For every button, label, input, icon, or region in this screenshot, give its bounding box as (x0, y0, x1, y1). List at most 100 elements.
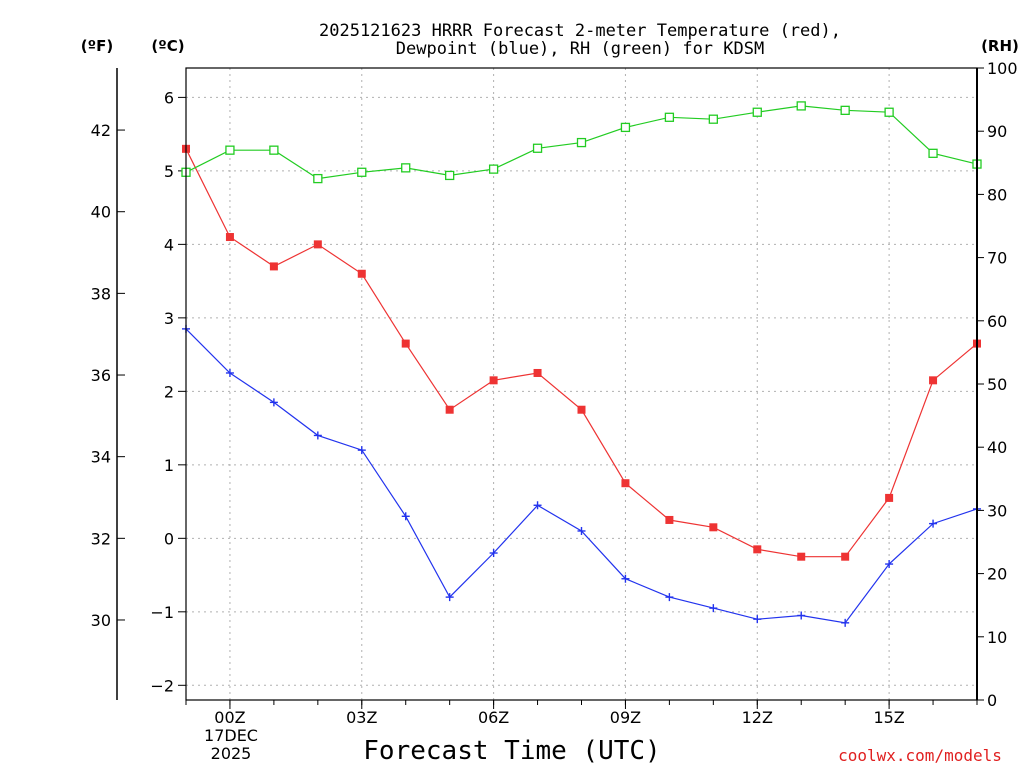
dewpoint-point (445, 593, 454, 602)
dewpoint-point (533, 501, 542, 510)
rh-point (532, 143, 543, 153)
dewpoint-point (665, 593, 674, 602)
rh-tick-label: 0 (987, 691, 997, 710)
temperature-series-line (185, 148, 978, 558)
rh-point (928, 148, 938, 158)
rh-point (576, 137, 587, 148)
fahrenheit-tick-label: 36 (91, 366, 111, 385)
temperature-point (885, 493, 894, 502)
rh-point (401, 163, 411, 173)
rh-tick-label: 30 (987, 501, 1007, 520)
celsius-tick-label: 6 (164, 88, 174, 107)
celsius-tick-label: 0 (164, 529, 174, 548)
dewpoint-point (753, 615, 762, 624)
fahrenheit-tick-label: 40 (91, 203, 111, 222)
temperature-point (709, 523, 718, 532)
rh-point (664, 112, 675, 122)
temperature-point (753, 545, 762, 554)
temperature-point (489, 376, 498, 385)
dewpoint-point (577, 526, 586, 535)
temperature-point (445, 405, 454, 414)
dewpoint-point (401, 512, 410, 521)
temperature-point (841, 552, 850, 561)
dewpoint-point (929, 519, 938, 528)
rh-unit-label: (RH) (981, 37, 1019, 55)
celsius-unit-label: (ºC) (151, 37, 184, 55)
celsius-tick-label: 5 (164, 162, 174, 181)
data-series (181, 101, 982, 627)
rh-point (269, 145, 279, 155)
celsius-axis: 6 5 4 3 2 1 0 −1 −2 (150, 88, 186, 695)
temperature-point (929, 376, 938, 385)
fahrenheit-tick-label: 30 (91, 611, 111, 630)
fahrenheit-tick-label: 34 (91, 448, 111, 467)
celsius-tick-label: −2 (150, 676, 174, 695)
time-tick-label: 15Z (873, 708, 904, 727)
dewpoint-point (885, 560, 894, 569)
dewpoint-point (797, 611, 806, 620)
temperature-point (401, 339, 410, 348)
dewpoint-point (313, 431, 322, 440)
rh-point (225, 145, 235, 155)
rh-tick-label: 20 (987, 565, 1007, 584)
temperature-point (225, 233, 234, 242)
rh-tick-label: 50 (987, 375, 1007, 394)
chart-title-line1: 2025121623 HRRR Forecast 2-meter Tempera… (319, 21, 841, 41)
time-tick-label: 06Z (478, 708, 509, 727)
rh-point (357, 167, 367, 177)
fahrenheit-tick-label: 32 (91, 529, 111, 548)
credit-text: coolwx.com/models (838, 746, 1002, 765)
rh-tick-label: 100 (987, 59, 1018, 78)
rh-point (488, 164, 499, 174)
fahrenheit-tick-label: 42 (91, 121, 111, 140)
dewpoint-point (489, 549, 498, 558)
time-tick-label: 00Z (214, 708, 245, 727)
rh-tick-label: 60 (987, 312, 1007, 331)
rh-tick-label: 10 (987, 628, 1007, 647)
temperature-point (577, 405, 586, 414)
temperature-point (665, 515, 674, 524)
fahrenheit-unit-label: (ºF) (81, 37, 113, 55)
temperature-point (621, 479, 630, 488)
temperature-point (797, 552, 806, 561)
time-axis: 00Z 03Z 06Z 09Z 12Z 15Z (185, 700, 978, 727)
rh-point (620, 122, 631, 133)
rh-tick-label: 70 (987, 249, 1007, 268)
dewpoint-point (225, 368, 234, 377)
celsius-tick-label: 4 (164, 235, 174, 254)
dewpoint-point (841, 618, 850, 627)
x-axis-title: Forecast Time (UTC) (363, 736, 660, 766)
dewpoint-series-line (185, 328, 978, 624)
rh-point (313, 173, 323, 184)
rh-tick-label: 90 (987, 122, 1007, 141)
rh-point (445, 170, 455, 181)
dewpoint-point (621, 574, 630, 583)
temperature-point (269, 262, 278, 271)
celsius-tick-label: 3 (164, 309, 174, 328)
dewpoint-point (357, 446, 366, 455)
celsius-tick-label: 2 (164, 382, 174, 401)
date-label-line2: 2025 (211, 744, 252, 763)
date-label-line1: 17DEC (204, 726, 258, 745)
temperature-point (313, 240, 322, 249)
rh-point (708, 114, 718, 124)
rh-tick-label: 80 (987, 185, 1007, 204)
rh-tick-label: 40 (987, 438, 1007, 457)
time-tick-label: 12Z (742, 708, 773, 727)
fahrenheit-tick-label: 38 (91, 284, 111, 303)
rh-point (752, 107, 762, 117)
temperature-point (533, 368, 542, 377)
chart-title-line2: Dewpoint (blue), RH (green) for KDSM (396, 39, 764, 59)
rh-point (840, 105, 850, 115)
dewpoint-point (709, 604, 718, 613)
fahrenheit-axis: 42 40 38 36 34 32 30 (91, 121, 125, 630)
dewpoint-point (269, 398, 278, 407)
rh-point (796, 101, 806, 111)
celsius-tick-label: 1 (164, 456, 174, 475)
time-tick-label: 03Z (346, 708, 377, 727)
temperature-point (357, 269, 366, 278)
time-tick-label: 09Z (610, 708, 641, 727)
rh-point (884, 107, 894, 117)
